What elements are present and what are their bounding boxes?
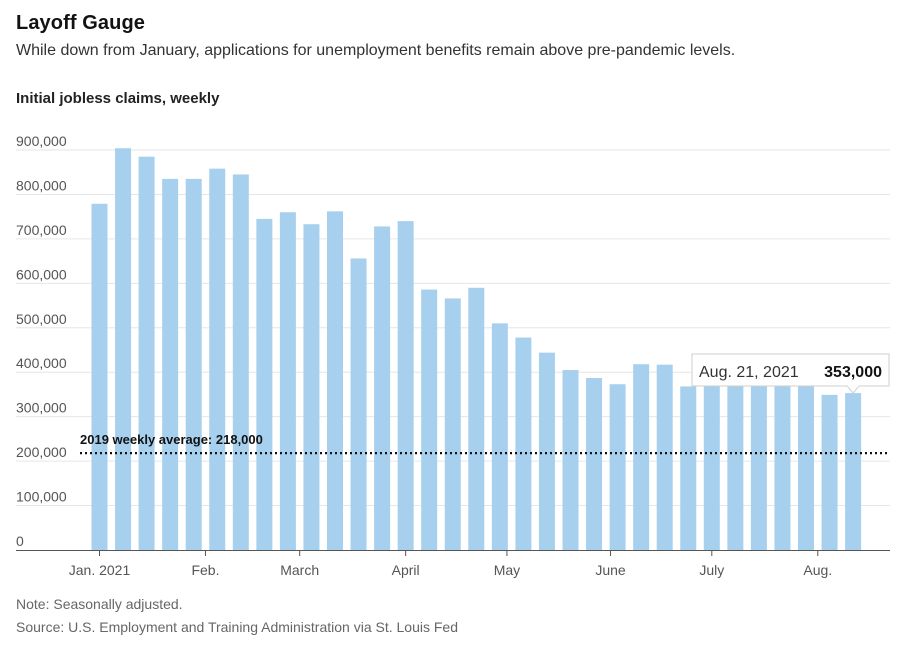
bar[interactable] (633, 364, 650, 550)
reference-line-label: 2019 weekly average: 218,000 (80, 432, 263, 447)
y-tick-label: 100,000 (16, 489, 67, 505)
y-tick-label: 600,000 (16, 266, 67, 282)
bar[interactable] (91, 203, 108, 550)
tooltip[interactable]: Aug. 21, 2021 353,000 (691, 353, 890, 394)
tooltip-box (691, 353, 890, 387)
x-tick-label: May (494, 562, 520, 578)
bar[interactable] (821, 394, 838, 550)
y-tick-label: 400,000 (16, 355, 67, 371)
bar[interactable] (845, 393, 862, 550)
x-tick-label: June (595, 562, 626, 578)
x-tick-label: Feb. (191, 562, 219, 578)
bars (91, 148, 862, 551)
bar[interactable] (562, 370, 579, 550)
bar[interactable] (279, 212, 296, 550)
x-tick-label: April (392, 562, 420, 578)
bar[interactable] (350, 258, 367, 550)
bar[interactable] (468, 287, 485, 550)
bar[interactable] (609, 384, 626, 550)
bar-chart: 0 100,000 200,000 300,000 400,000 500,000 600,… (16, 133, 890, 578)
x-tick-label: July (699, 562, 724, 578)
bar[interactable] (185, 178, 202, 550)
bar[interactable] (303, 224, 320, 550)
bar[interactable] (750, 372, 767, 550)
reference-line-group: 2019 weekly average: 218,000 (80, 432, 890, 455)
bar[interactable] (491, 323, 508, 550)
bar[interactable] (256, 218, 273, 550)
x-tick-label: Jan. 2021 (69, 562, 131, 578)
bar[interactable] (397, 221, 414, 550)
bar[interactable] (538, 352, 555, 550)
bar[interactable] (138, 156, 155, 550)
y-tick-label: 300,000 (16, 400, 67, 416)
bar[interactable] (680, 386, 697, 550)
x-tick-label: Aug. (803, 562, 832, 578)
y-tick-label: 0 (16, 533, 24, 549)
y-tick-label: 800,000 (16, 177, 67, 193)
bar[interactable] (209, 168, 226, 550)
source: Source: U.S. Employment and Training Adm… (16, 619, 458, 635)
bar[interactable] (727, 386, 744, 550)
chart-title: Initial jobless claims, weekly (16, 90, 220, 107)
bar[interactable] (327, 211, 343, 551)
bar[interactable] (703, 376, 720, 550)
y-tick-labels: 0 100,000 200,000 300,000 400,000 500,000 600,… (16, 133, 67, 549)
bar[interactable] (115, 148, 132, 550)
x-tick-marks (99, 550, 819, 556)
bar[interactable] (798, 381, 814, 550)
tooltip-value: 353,000 (824, 364, 882, 381)
bar[interactable] (774, 383, 791, 550)
bar[interactable] (162, 178, 179, 550)
subheadline: While down from January, applications fo… (16, 42, 736, 59)
bar[interactable] (421, 289, 438, 550)
tooltip-pointer (846, 385, 861, 394)
y-tick-label: 200,000 (16, 444, 67, 460)
x-tick-labels: Jan. 2021 Feb. March April May June July Aug. (69, 562, 832, 578)
bar[interactable] (232, 174, 249, 550)
x-tick-label: March (280, 562, 319, 578)
y-tick-label: 900,000 (16, 133, 67, 149)
note: Note: Seasonally adjusted. (16, 596, 183, 612)
y-tick-label: 500,000 (16, 311, 67, 327)
bar[interactable] (374, 226, 391, 550)
tooltip-date: Aug. 21, 2021 (699, 364, 799, 381)
bar[interactable] (444, 298, 461, 550)
bar[interactable] (586, 378, 603, 550)
bar[interactable] (656, 364, 673, 550)
y-tick-label: 700,000 (16, 222, 67, 238)
bar[interactable] (515, 337, 532, 550)
headline: Layoff Gauge (16, 12, 145, 34)
